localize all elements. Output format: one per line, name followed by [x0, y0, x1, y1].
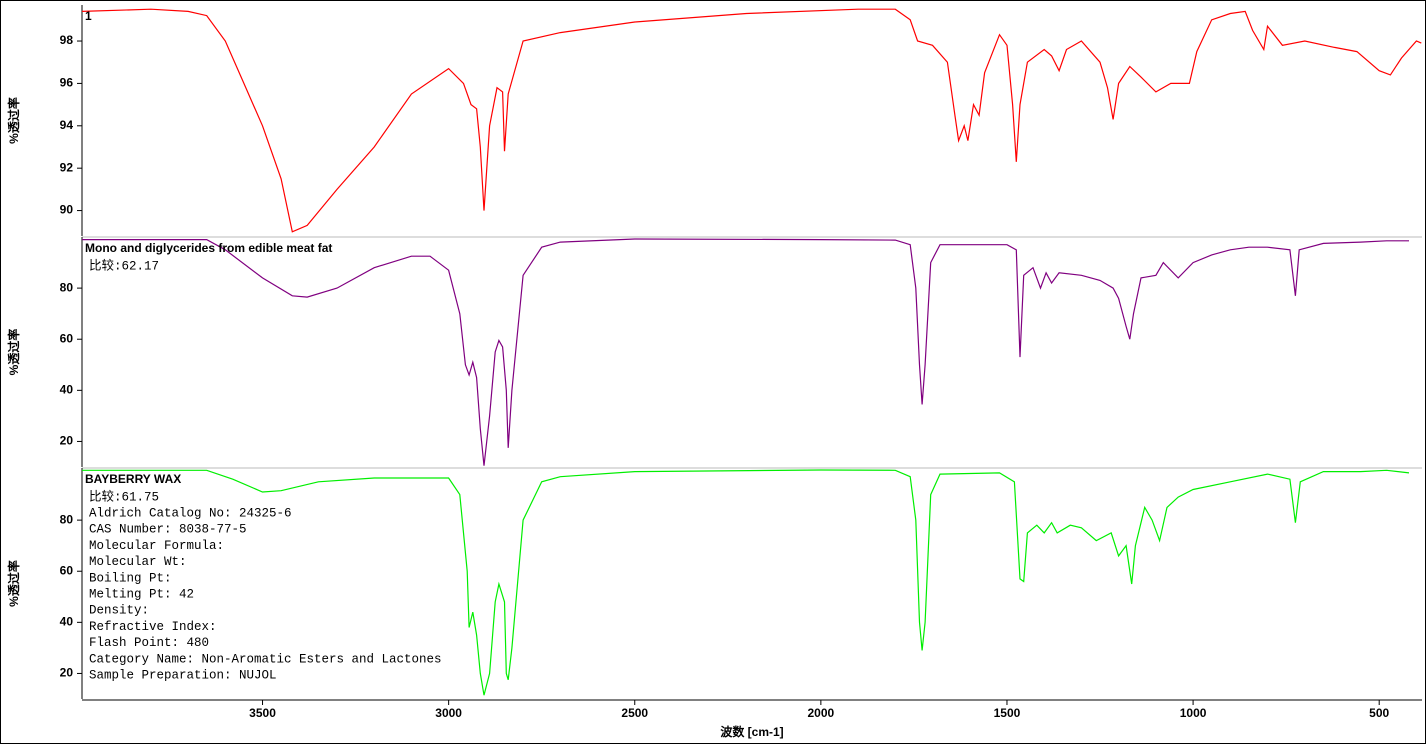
- y-tick-label: 98: [60, 33, 74, 47]
- y-axis-label: %透过率: [6, 560, 21, 607]
- x-tick-label: 500: [1369, 706, 1389, 720]
- y-tick-label: 94: [60, 118, 74, 132]
- y-tick-label: 80: [60, 512, 74, 526]
- x-tick-label: 2000: [808, 706, 835, 720]
- x-tick-label: 1500: [994, 706, 1021, 720]
- spectrum-line: [82, 238, 1409, 466]
- annotation: Density:: [89, 604, 149, 618]
- spectrum-title: Mono and diglycerides from edible meat f…: [85, 241, 332, 255]
- y-tick-label: 40: [60, 615, 74, 629]
- annotation: Molecular Wt:: [89, 555, 187, 569]
- x-tick-label: 2500: [621, 706, 648, 720]
- spectrum-line: [82, 469, 1410, 696]
- y-tick-label: 80: [60, 280, 74, 294]
- annotation: Melting Pt: 42: [89, 587, 194, 601]
- y-tick-label: 60: [60, 331, 74, 345]
- annotation: CAS Number: 8038-77-5: [89, 523, 247, 537]
- annotation: 比较:61.75: [89, 488, 159, 504]
- y-tick-label: 96: [60, 76, 74, 90]
- annotation: 1: [85, 9, 92, 23]
- annotation: Aldrich Catalog No: 24325-6: [89, 506, 292, 520]
- annotation: Refractive Index:: [89, 620, 217, 634]
- x-tick-label: 3000: [435, 706, 462, 720]
- y-tick-label: 20: [60, 434, 74, 448]
- x-tick-label: 3500: [249, 706, 276, 720]
- y-tick-label: 60: [60, 563, 74, 577]
- x-axis-label: 波数 [cm-1]: [720, 724, 783, 739]
- y-tick-label: 90: [60, 203, 74, 217]
- y-tick-label: 40: [60, 383, 74, 397]
- spectrum-line: [81, 8, 1422, 233]
- annotation: Sample Preparation: NUJOL: [89, 668, 277, 682]
- x-tick-label: 1000: [1180, 706, 1207, 720]
- y-axis-label: %透过率: [6, 97, 21, 144]
- annotation: Molecular Formula:: [89, 539, 224, 553]
- annotation: Category Name: Non-Aromatic Esters and L…: [89, 652, 442, 666]
- y-tick-label: 20: [60, 666, 74, 680]
- spectrum-title: BAYBERRY WAX: [85, 472, 181, 486]
- y-axis-label: %透过率: [6, 329, 21, 376]
- annotation: 比较:62.17: [89, 257, 159, 273]
- annotation: Flash Point: 480: [89, 636, 209, 650]
- y-tick-label: 92: [60, 160, 74, 174]
- annotation: Boiling Pt:: [89, 571, 172, 585]
